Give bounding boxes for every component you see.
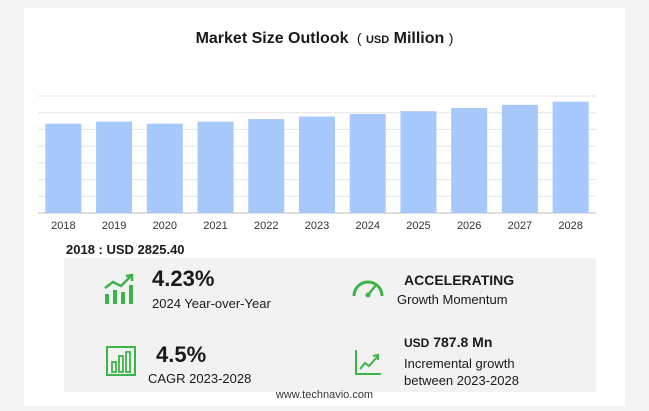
title-unit: USD bbox=[365, 34, 390, 46]
x-tick-2018: 2018 bbox=[51, 220, 75, 232]
incremental-currency: USD bbox=[404, 336, 430, 350]
base-year-value: 2018 : USD 2825.40 bbox=[66, 242, 185, 257]
momentum-value: ACCELERATING bbox=[404, 272, 515, 288]
bar-2028 bbox=[552, 101, 589, 213]
bar-2022 bbox=[248, 119, 285, 213]
title-unit-suffix: Million bbox=[393, 30, 445, 47]
bar-chart-icon bbox=[106, 346, 136, 376]
stats-panel bbox=[64, 258, 596, 392]
incremental-value: USD 787.8 Mn bbox=[404, 334, 492, 350]
x-tick-2025: 2025 bbox=[406, 220, 430, 232]
trend-line-icon bbox=[355, 350, 381, 375]
cagr-value: 4.5% bbox=[156, 342, 207, 367]
x-tick-2026: 2026 bbox=[457, 220, 481, 232]
title-text: Market Size Outlook bbox=[195, 30, 349, 47]
bar-2024 bbox=[349, 114, 386, 213]
incremental-label-line2: between 2023-2028 bbox=[404, 373, 519, 388]
incremental-label-line1: Incremental growth bbox=[404, 356, 515, 371]
bar-2023 bbox=[299, 116, 335, 213]
x-tick-2023: 2023 bbox=[305, 220, 329, 232]
bar-2019 bbox=[96, 121, 133, 213]
bar-chart: 2018 2019 2020 2021 2022 2023 2024 2025 2026 2027… bbox=[38, 95, 596, 232]
bar-2025 bbox=[400, 111, 437, 213]
bar-2027 bbox=[501, 104, 538, 213]
footer-source: www.technavio.com bbox=[275, 389, 374, 401]
speedometer-icon bbox=[352, 280, 384, 298]
x-tick-2022: 2022 bbox=[254, 220, 278, 232]
x-tick-2019: 2019 bbox=[102, 220, 126, 232]
x-tick-2024: 2024 bbox=[355, 220, 379, 232]
bar-2026 bbox=[451, 108, 488, 213]
growth-chart-icon bbox=[104, 273, 134, 304]
bar-2021 bbox=[197, 121, 234, 213]
x-tick-2021: 2021 bbox=[203, 220, 227, 232]
incremental-amount: 787.8 Mn bbox=[433, 334, 493, 350]
x-tick-2028: 2028 bbox=[558, 220, 582, 232]
x-tick-labels: 2018 2019 2020 2021 2022 2023 2024 2025 2026 2027… bbox=[51, 220, 583, 232]
bar-2018 bbox=[45, 123, 82, 213]
bars bbox=[45, 101, 589, 213]
x-tick-2027: 2027 bbox=[508, 220, 532, 232]
momentum-label: Growth Momentum bbox=[397, 292, 508, 307]
yoy-label: 2024 Year-over-Year bbox=[152, 296, 271, 311]
title-paren-open: ( bbox=[352, 30, 362, 46]
title-paren-close: ) bbox=[448, 30, 454, 46]
chart-title: Market Size Outlook ( USD Million ) bbox=[0, 30, 649, 48]
cagr-label: CAGR 2023-2028 bbox=[148, 371, 252, 386]
x-tick-2020: 2020 bbox=[153, 220, 177, 232]
bar-2020 bbox=[146, 123, 183, 213]
yoy-value: 4.23% bbox=[152, 266, 215, 291]
